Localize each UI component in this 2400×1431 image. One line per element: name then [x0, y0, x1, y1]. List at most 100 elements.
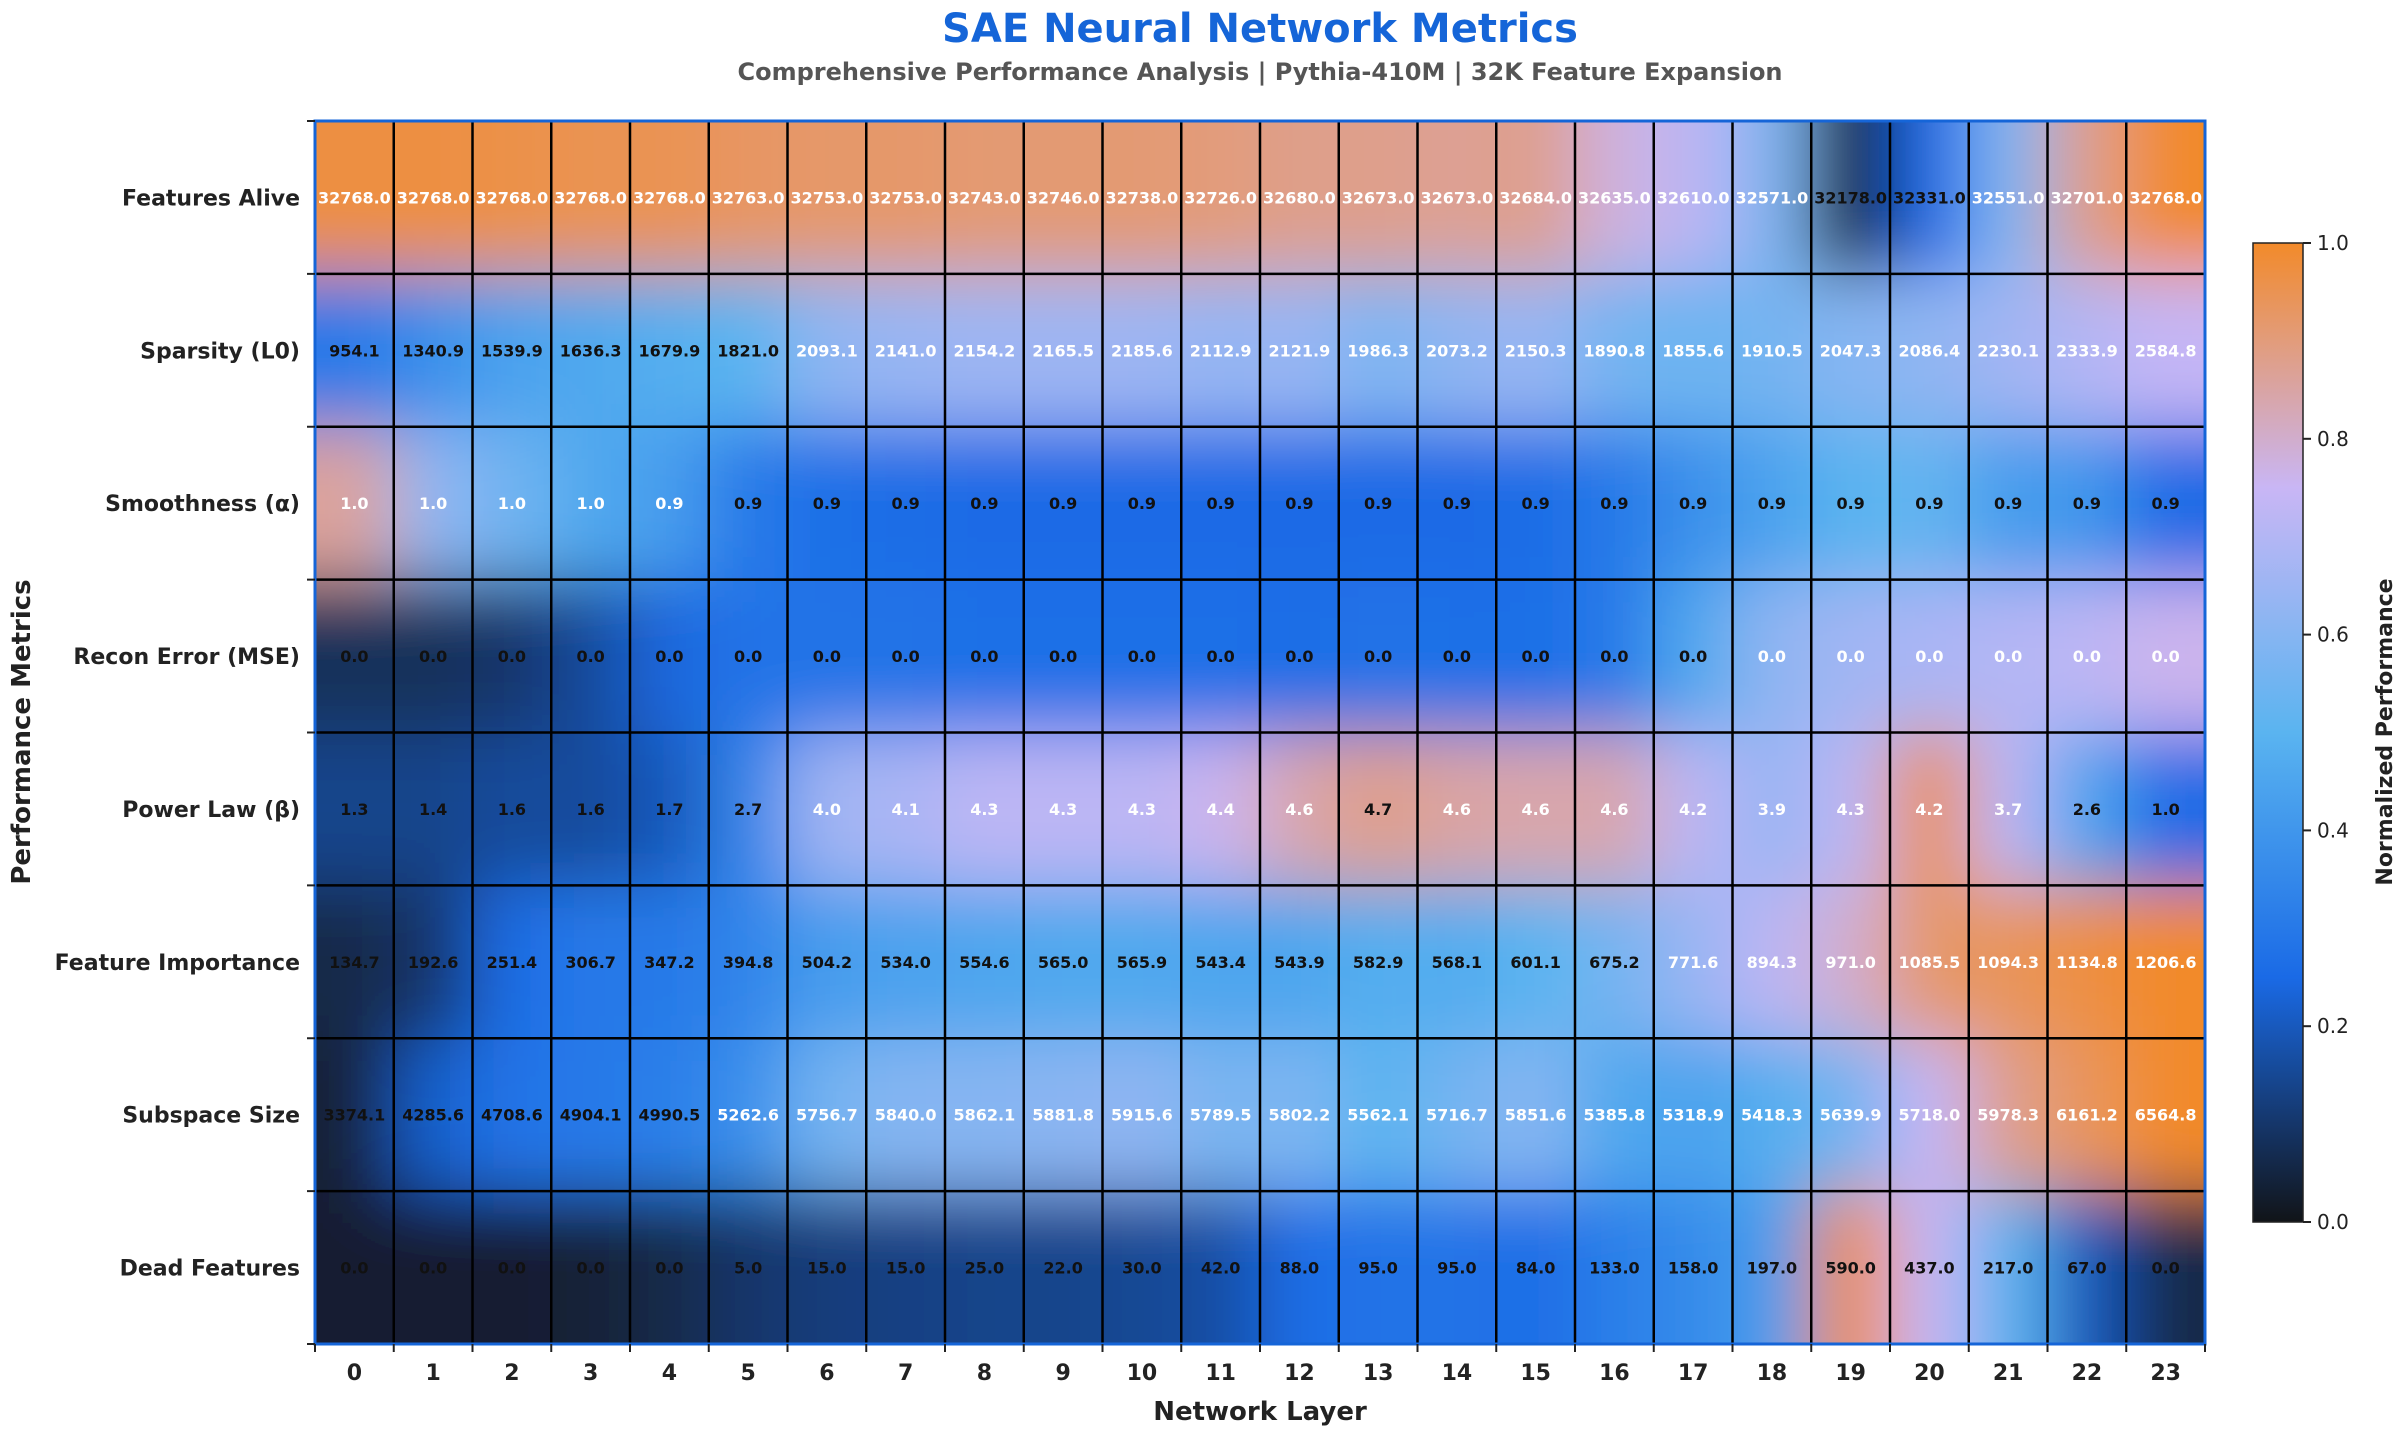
x-tick-label: 8 [977, 1361, 992, 1386]
cell-value-label: 1.3 [340, 800, 368, 819]
cell-value-label: 2230.1 [1977, 341, 2039, 360]
heatmap-cell [2047, 1191, 2128, 1344]
cell-value-label: 0.0 [655, 647, 683, 666]
cell-value-label: 0.0 [1915, 647, 1943, 666]
heatmap-cell [393, 1038, 474, 1193]
heatmap-cell [1338, 1038, 1419, 1193]
heatmap-cell [1338, 1191, 1419, 1344]
heatmap-cell [1496, 732, 1576, 887]
cell-value-label: 2154.2 [954, 341, 1016, 360]
heatmap-cell [1575, 1191, 1655, 1344]
y-tick-label: Sparsity (L0) [140, 339, 300, 364]
y-tick-labels: Features Alive Sparsity (L0) Smoothness (α… [55, 120, 315, 1345]
colorbar: 0.0 0.2 0.4 0.6 0.8 1.0 Normalized Performanc… [2252, 231, 2398, 1234]
cell-value-label: 32768.0 [318, 188, 391, 207]
cell-value-label: 32673.0 [1342, 188, 1415, 207]
heatmap-cell [1496, 1038, 1576, 1193]
heatmap-cell [1890, 1191, 1970, 1344]
cell-value-label: 0.9 [1994, 494, 2022, 513]
heatmap-cell [1732, 885, 1813, 1040]
heatmap-cell [1260, 426, 1340, 581]
heatmap-cell [630, 885, 710, 1040]
cell-value-label: 1539.9 [481, 341, 543, 360]
cell-value-label: 4904.1 [560, 1106, 622, 1125]
heatmap-cell [945, 1191, 1025, 1344]
heatmap-cell [1023, 579, 1104, 734]
cell-value-label: 543.9 [1274, 953, 1325, 972]
cell-value-label: 32768.0 [633, 188, 706, 207]
heatmap-cell [1811, 121, 1891, 122]
heatmap-cell [866, 121, 946, 275]
heatmap-cell [788, 1344, 868, 1431]
cell-value-label: 543.4 [1195, 953, 1246, 972]
cell-value-label: 1821.0 [717, 341, 779, 360]
cell-value-label: 3.9 [1758, 800, 1786, 819]
heatmap-cell [315, 1191, 395, 1344]
cell-value-label: 0.0 [498, 647, 526, 666]
x-tick-label: 14 [1442, 1361, 1473, 1386]
cell-value-label: 32726.0 [1184, 188, 1257, 207]
cell-value-label: 158.0 [1668, 1259, 1719, 1278]
cell-value-label: 4.2 [1679, 800, 1707, 819]
cell-value-label: 0.0 [2151, 1259, 2179, 1278]
cell-value-label: 4.2 [1915, 800, 1943, 819]
cell-value-label: 32746.0 [1027, 188, 1100, 207]
heatmap-cell [1338, 579, 1419, 734]
heatmap-cell [1811, 426, 1891, 581]
x-tick-label: 18 [1757, 1361, 1788, 1386]
heatmap-cell [393, 426, 474, 581]
cell-value-label: 32635.0 [1578, 188, 1651, 207]
x-tick-label: 4 [662, 1361, 677, 1386]
cell-value-label: 2185.6 [1111, 341, 1173, 360]
cell-value-label: 5789.5 [1190, 1106, 1252, 1125]
chart-subtitle: Comprehensive Performance Analysis | Pyt… [737, 58, 1782, 86]
cell-value-label: 0.0 [419, 647, 447, 666]
cell-value-label: 32673.0 [1420, 188, 1493, 207]
cell-value-label: 771.6 [1668, 953, 1719, 972]
heatmap-cell [1260, 579, 1340, 734]
cell-value-label: 32610.0 [1657, 188, 1730, 207]
heatmap-cell [1968, 1038, 2049, 1193]
cell-value-label: 32331.0 [1893, 188, 1966, 207]
heatmap-cell [394, 1344, 474, 1431]
cell-value-label: 0.9 [734, 494, 762, 513]
cell-value-label: 5756.7 [796, 1106, 858, 1125]
cell-value-label: 4.6 [1443, 800, 1471, 819]
heatmap-cell [1181, 1038, 1261, 1193]
cell-value-label: 0.0 [813, 647, 841, 666]
heatmap-cell [1023, 1038, 1104, 1193]
heatmap-cell [551, 121, 631, 122]
chart-title: SAE Neural Network Metrics [942, 6, 1578, 52]
cell-value-label: 0.0 [655, 1259, 683, 1278]
heatmap-cell [1575, 579, 1655, 734]
heatmap-cell [551, 121, 631, 275]
cell-value-label: 568.1 [1432, 953, 1483, 972]
x-tick-label: 7 [898, 1361, 913, 1386]
x-tick-label: 2 [504, 1361, 519, 1386]
cell-value-label: 0.9 [1915, 494, 1943, 513]
cell-value-label: 4.3 [970, 800, 998, 819]
heatmap-cell [1575, 1038, 1655, 1193]
cell-value-label: 42.0 [1201, 1259, 1240, 1278]
cell-value-label: 133.0 [1589, 1259, 1640, 1278]
cell-value-label: 5840.0 [875, 1106, 937, 1125]
heatmap-cell [1417, 426, 1498, 581]
cell-value-label: 32763.0 [712, 188, 785, 207]
colorbar-tick-label: 1.0 [2317, 231, 2349, 255]
heatmap-cell [630, 273, 710, 428]
heatmap-cell [315, 121, 395, 122]
heatmap-cell [1653, 426, 1734, 581]
heatmap-cell [945, 1038, 1025, 1193]
y-tick-label: Feature Importance [55, 951, 300, 976]
cell-value-label: 251.4 [487, 953, 538, 972]
cell-value-label: 0.0 [1128, 647, 1156, 666]
cell-value-label: 1986.3 [1347, 341, 1409, 360]
colorbar-tick-label: 0.0 [2317, 1210, 2349, 1234]
heatmap-cell [630, 1038, 710, 1193]
heatmap-cell [2047, 121, 2128, 122]
cell-value-label: 134.7 [329, 953, 380, 972]
heatmap-cell [1102, 426, 1183, 581]
cell-value-label: 2047.3 [1820, 341, 1882, 360]
colorbar-label: Normalized Performance [2373, 578, 2398, 885]
cell-value-label: 1.0 [498, 494, 526, 513]
